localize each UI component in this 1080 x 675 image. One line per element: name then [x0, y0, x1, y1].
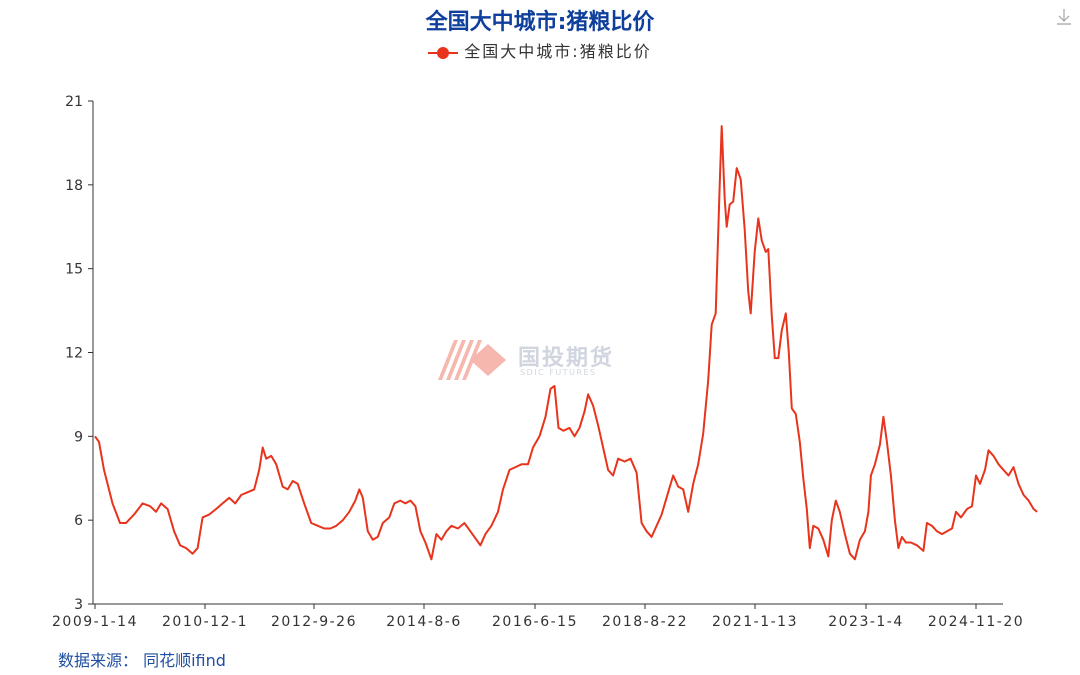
watermark-logo: 国投期货 SDIC FUTURES	[438, 340, 638, 380]
x-tick-label: 2021-1-13	[712, 614, 798, 630]
y-tick-label: 6	[74, 513, 83, 529]
download-icon[interactable]	[1056, 8, 1072, 26]
x-tick-label: 2009-1-14	[52, 614, 138, 630]
x-tick-label: 2023-1-4	[828, 614, 904, 630]
x-tick-label: 2012-9-26	[271, 614, 357, 630]
data-source: 数据来源： 同花顺ifind	[58, 651, 226, 670]
watermark-stripes-icon	[438, 340, 506, 380]
legend-line-marker-icon	[428, 46, 459, 60]
chart-axes: 3 6 9 12 15 18 21 2009-1-14 2010-12-1 2012-9-26 20…	[52, 94, 1024, 630]
chart-title: 全国大中城市:猪粮比价	[425, 10, 655, 35]
x-tick-label: 2018-8-22	[602, 614, 688, 630]
y-tick-label: 9	[74, 429, 83, 445]
x-tick-label: 2016-6-15	[492, 614, 578, 630]
watermark-name: 国投期货	[518, 346, 615, 371]
legend-label: 全国大中城市:猪粮比价	[464, 42, 652, 61]
x-tick-label: 2024-11-20	[928, 614, 1024, 630]
x-tick-label: 2010-12-1	[162, 614, 248, 630]
y-tick-label: 21	[65, 94, 83, 110]
x-tick-label: 2014-8-6	[386, 614, 462, 630]
chart-legend[interactable]: 全国大中城市:猪粮比价	[0, 38, 1080, 62]
plot-area	[94, 125, 1038, 561]
y-tick-label: 15	[65, 262, 83, 278]
y-tick-label: 18	[65, 178, 83, 194]
y-tick-label: 12	[65, 346, 83, 362]
watermark-subtitle: SDIC FUTURES	[520, 368, 597, 377]
series-line[interactable]	[94, 125, 1038, 561]
y-tick-label: 3	[74, 597, 83, 613]
